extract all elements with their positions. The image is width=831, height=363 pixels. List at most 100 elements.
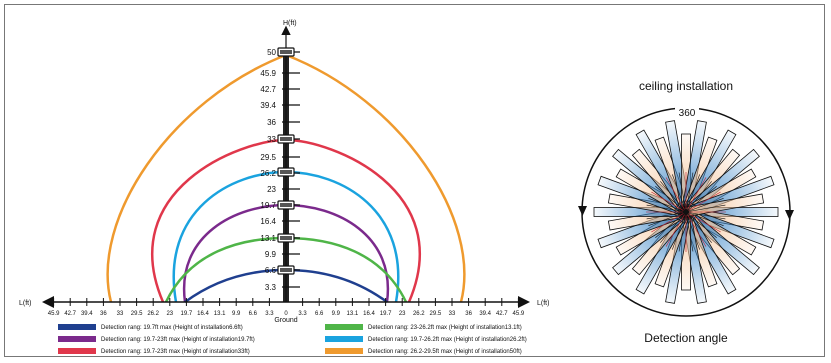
petal-center-line — [648, 198, 687, 213]
petal-center-line — [685, 177, 707, 213]
ground-label: Ground — [274, 317, 297, 324]
l-tick-label-left: 6.6 — [249, 311, 258, 317]
petal-center-line — [685, 174, 700, 213]
legend-swatch-1 — [325, 324, 363, 330]
petal-center-line — [655, 211, 687, 238]
petal-center-line — [685, 211, 694, 252]
petal-center-line — [685, 211, 726, 220]
legend-label-0: Detection rang: 19.7ft max (Height of in… — [101, 325, 243, 331]
h-tick-label: 50 — [267, 48, 276, 57]
legend-swatch-4 — [58, 348, 96, 354]
l-tick-label-right: 26.2 — [413, 311, 425, 317]
diagram-frame — [4, 4, 825, 357]
ceiling-title: ceiling installation — [639, 79, 733, 93]
l-axis-label-left: L(ft) — [19, 300, 31, 307]
petal-center-line — [685, 211, 707, 247]
l-tick-label-right: 39.4 — [479, 311, 491, 317]
h-tick-label: 39.4 — [260, 101, 276, 110]
h-tick-label: 45.9 — [260, 69, 276, 78]
l-tick-label-left: 3.3 — [265, 311, 274, 317]
legend-label-4: Detection rang: 19.7-23ft max (Height of… — [101, 349, 250, 355]
l-tick-group: 45.9 42.7 39.4 36 33 29.5 26.2 23 19.7 16.4 13.1 9.… — [48, 298, 525, 317]
petal-center-line — [685, 191, 721, 213]
legend-swatch-3 — [325, 336, 363, 342]
sensor-lens-icon — [280, 268, 292, 272]
petal-center-line — [648, 211, 687, 226]
angle-label-bg — [675, 106, 699, 118]
l-tick-label-left: 45.9 — [48, 311, 60, 317]
h-axis-label: H(ft) — [283, 20, 297, 27]
l-tick-label-right: 29.5 — [430, 311, 442, 317]
petal-center-line — [665, 211, 687, 247]
petal-center-line — [685, 204, 726, 213]
h-tick-label: 33 — [267, 135, 276, 144]
petal-center-line — [685, 211, 721, 233]
petal-center-line — [685, 172, 694, 213]
l-tick-label-right: 13.1 — [347, 311, 359, 317]
legend-label-1: Detection rang: 23-26.2ft max (Height of… — [368, 325, 522, 331]
l-tick-label-left: 13.1 — [214, 311, 226, 317]
petal-center-line — [660, 181, 687, 213]
sensor-lens-icon — [280, 236, 292, 240]
l-axis-label-right: L(ft) — [537, 300, 549, 307]
h-tick-label: 6.6 — [265, 266, 277, 275]
sensor-lens-icon — [280, 203, 292, 207]
petal-center-line — [665, 177, 687, 213]
l-tick-label-left: 26.2 — [147, 311, 159, 317]
l-tick-label-right: 3.3 — [298, 311, 307, 317]
petal-center-line — [655, 186, 687, 213]
l-tick-label-right: 19.7 — [380, 311, 392, 317]
l-tick-label-left: 19.7 — [181, 311, 193, 317]
l-tick-label-right: 16.4 — [363, 311, 375, 317]
ring-arrow-left — [578, 206, 587, 216]
l-tick-label-right: 42.7 — [496, 311, 508, 317]
center-dot — [683, 209, 689, 215]
l-tick-label-right: 36 — [465, 311, 472, 317]
h-tick-label: 29.5 — [260, 153, 276, 162]
petal-center-line — [678, 211, 687, 252]
sensor-lens-icon — [280, 170, 292, 174]
petal-center-line — [646, 204, 687, 213]
sensor-lens-icon — [280, 137, 292, 141]
l-tick-label-right: 33 — [449, 311, 456, 317]
h-tick-label: 13.1 — [260, 234, 276, 243]
petal-center-line — [651, 191, 687, 213]
h-tick-label: 42.7 — [260, 85, 276, 94]
petal-center-line — [685, 198, 724, 213]
legend-swatch-5 — [325, 348, 363, 354]
petal-center-line — [651, 211, 687, 233]
h-tick-label: 3.3 — [265, 283, 277, 292]
petal-center-line — [685, 186, 717, 213]
l-tick-label-left: 9.9 — [232, 311, 241, 317]
legend-swatch-2 — [58, 336, 96, 342]
angle-label: 360 — [679, 108, 696, 119]
petal-center-line — [685, 181, 712, 213]
petal-center-line — [672, 174, 687, 213]
l-tick-label-right: 23 — [399, 311, 406, 317]
l-tick-label-right: 45.9 — [513, 311, 525, 317]
petal-center-line — [685, 211, 712, 243]
legend-swatch-0 — [58, 324, 96, 330]
h-tick-label: 26.2 — [260, 169, 276, 178]
ring-arrow-right — [785, 210, 794, 220]
sensor-group — [277, 47, 295, 275]
legend-label-2: Detection rang: 19.7-23ft max (Height of… — [101, 337, 255, 343]
l-zero-label: 0 — [284, 311, 288, 317]
legend-label-3: Detection rang: 19.7-26.2ft max (Height … — [368, 337, 527, 343]
detection-petals — [593, 120, 779, 304]
l-tick-label-left: 39.4 — [81, 311, 93, 317]
h-tick-label: 9.9 — [265, 250, 277, 259]
petal-center-line — [678, 172, 687, 213]
l-tick-label-left: 42.7 — [64, 311, 76, 317]
petal-center-line — [685, 211, 717, 238]
h-tick-label: 23 — [267, 185, 276, 194]
petal-center-line — [685, 211, 724, 226]
h-tick-label: 19.7 — [260, 201, 276, 210]
sensor-lens-icon — [280, 50, 292, 54]
l-tick-label-right: 9.9 — [332, 311, 341, 317]
legend-label-5: Detection rang: 26.2-29.5ft max (Height … — [368, 349, 522, 355]
